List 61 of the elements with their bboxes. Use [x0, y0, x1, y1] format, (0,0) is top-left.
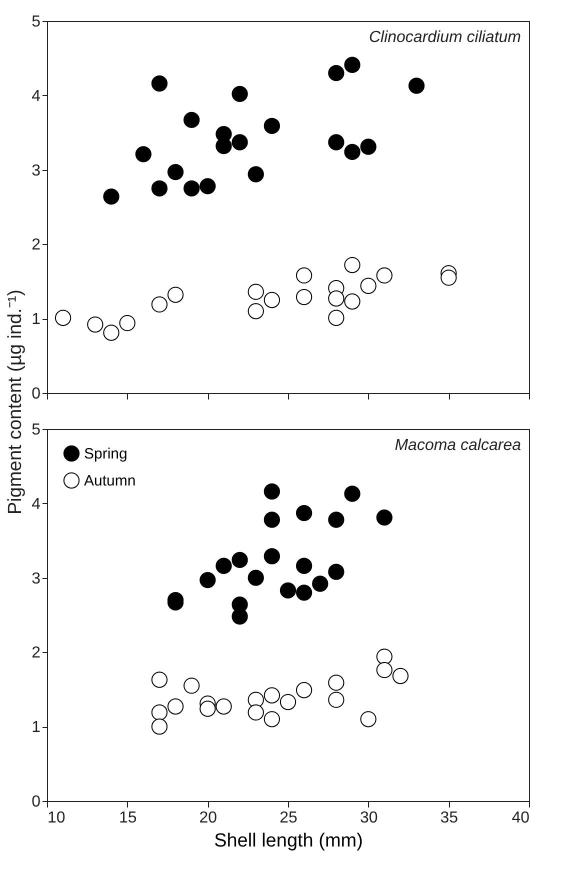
point [344, 56, 360, 73]
point [87, 316, 104, 333]
y-tick-label: 5 [32, 14, 41, 30]
legend-label: Autumn [84, 472, 136, 490]
point [296, 288, 312, 306]
x-tick-label: 10 [48, 810, 66, 826]
point [248, 166, 264, 182]
point [328, 65, 344, 82]
annotation: Clinocardium ciliatum [368, 29, 521, 46]
point [344, 293, 360, 310]
y-tick-label: 1 [32, 311, 41, 328]
legend-label: Spring [84, 446, 128, 462]
point [376, 267, 392, 284]
point [248, 303, 264, 320]
y-tick-label: 4 [32, 496, 41, 513]
x-tick-label: 35 [440, 810, 458, 826]
x-tick-label: 25 [280, 810, 298, 826]
y-tick-label: 0 [32, 794, 41, 810]
y-axis-title: Pigment content (µg ind.⁻¹) [5, 290, 26, 514]
point [264, 118, 280, 134]
point [328, 290, 344, 307]
point [360, 278, 376, 294]
y-tick-label: 5 [32, 422, 41, 438]
point [151, 180, 168, 196]
point [167, 286, 184, 303]
y-tick-label: 0 [32, 386, 41, 402]
x-axis-title: Shell length (mm) [214, 830, 363, 852]
point [344, 256, 360, 274]
point [296, 267, 312, 284]
point [103, 188, 120, 205]
y-tick-label: 3 [32, 570, 41, 588]
x-tick-label: 30 [360, 810, 378, 826]
x-tick-label: 40 [512, 810, 530, 826]
point [103, 324, 120, 341]
point [232, 86, 248, 102]
y-tick-label: 1 [32, 719, 41, 736]
point [408, 78, 425, 94]
point [151, 296, 168, 313]
point [184, 112, 200, 128]
point [440, 270, 457, 286]
point [328, 310, 344, 326]
point [360, 138, 376, 155]
point [119, 314, 136, 332]
x-tick-label: 20 [199, 810, 218, 826]
x-tick-label: 15 [118, 810, 137, 826]
annotation: Macoma calcarea [394, 437, 522, 454]
y-tick-label: 2 [32, 644, 41, 662]
point [248, 284, 264, 300]
point [264, 292, 280, 308]
point [167, 164, 184, 180]
point [135, 146, 152, 162]
point [54, 310, 72, 326]
y-tick-label: 2 [32, 236, 41, 254]
y-tick-label: 4 [32, 88, 41, 105]
point [328, 134, 344, 150]
point [151, 75, 168, 92]
point [184, 180, 200, 196]
point [200, 178, 216, 194]
point [232, 134, 248, 150]
y-tick-label: 3 [32, 162, 41, 180]
point [344, 144, 360, 160]
